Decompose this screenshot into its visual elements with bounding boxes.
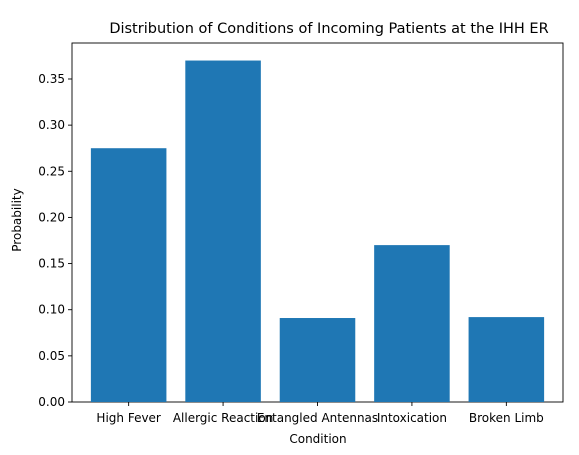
x-tick-label-2: Entangled Antennas — [257, 411, 378, 425]
x-tick-label-0: High Fever — [96, 411, 161, 425]
y-tick-label-6: 0.30 — [38, 118, 65, 132]
chart-title: Distribution of Conditions of Incoming P… — [109, 21, 548, 37]
bar-3 — [374, 245, 450, 402]
y-tick-label-1: 0.05 — [38, 349, 65, 363]
y-tick-label-2: 0.10 — [38, 303, 65, 317]
bar-2 — [279, 318, 356, 402]
x-tick-label-1: Allergic Reaction — [173, 411, 273, 425]
x-axis-label: Condition — [289, 432, 346, 446]
bar-0 — [90, 148, 167, 402]
y-axis-label: Probability — [10, 188, 24, 251]
y-tick-label-0: 0.00 — [38, 395, 65, 409]
bars — [90, 60, 545, 403]
x-tick-label-3: Intoxication — [377, 411, 447, 425]
y-axis-ticks: 0.00 0.05 0.10 0.15 0.20 0.25 0.30 0.35 — [38, 72, 72, 409]
y-tick-label-4: 0.20 — [38, 210, 65, 224]
x-tick-label-4: Broken Limb — [469, 411, 544, 425]
y-tick-label-7: 0.35 — [38, 72, 65, 86]
y-tick-label-5: 0.25 — [38, 164, 65, 178]
bar-4 — [468, 317, 545, 402]
y-tick-label-3: 0.15 — [38, 257, 65, 271]
bar-1 — [185, 60, 261, 403]
